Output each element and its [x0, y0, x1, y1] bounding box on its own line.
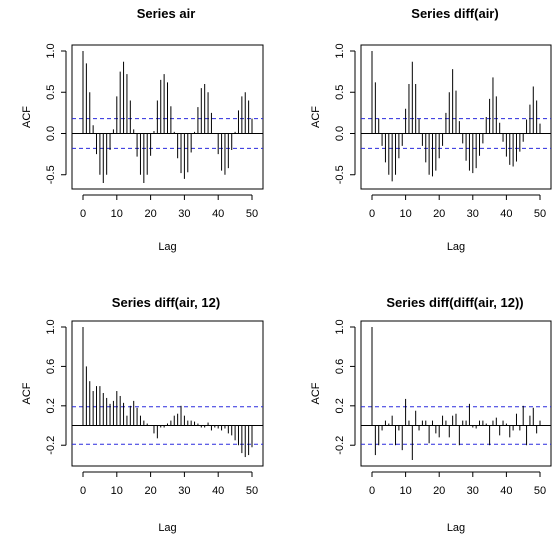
x-tick-label: 30	[178, 208, 190, 220]
x-tick-label: 30	[467, 208, 479, 220]
y-tick-label: 1.0	[334, 43, 346, 58]
x-tick-label: 0	[80, 208, 86, 220]
x-axis-label: Lag	[158, 241, 176, 253]
x-tick-label: 0	[369, 485, 375, 497]
chart-title: Series diff(air)	[411, 6, 498, 21]
y-tick-label: -0.5	[45, 165, 57, 184]
y-tick-label: 0.2	[334, 398, 346, 413]
y-axis-label: ACF	[21, 382, 33, 404]
plot-frame	[71, 44, 264, 190]
x-tick-label: 0	[80, 485, 86, 497]
acf-panel-3: Series diff(air, 12) 0 10 20 30 40 50 -0.2 0.2 0.…	[21, 295, 264, 534]
x-tick-label: 50	[246, 208, 258, 220]
x-tick-label: 10	[111, 485, 123, 497]
x-tick-label: 30	[467, 485, 479, 497]
x-tick-label: 10	[399, 208, 411, 220]
y-tick-label: 0.5	[45, 85, 57, 100]
x-tick-label: 50	[246, 485, 258, 497]
plot-frame	[360, 44, 552, 190]
acf-panel-1: Series air 0 10 20 30 40 50 -0.5 0.0 0.5 1.0 Lag ACF	[21, 6, 264, 253]
y-axis-label: ACF	[21, 106, 33, 128]
x-tick-label: 50	[534, 485, 546, 497]
chart-title: Series air	[137, 6, 196, 21]
y-tick-label: 0.2	[45, 398, 57, 413]
y-tick-label: 0.6	[334, 359, 346, 374]
x-tick-label: 20	[144, 208, 156, 220]
chart-title: Series diff(air, 12)	[112, 295, 220, 310]
x-axis-label: Lag	[447, 522, 465, 534]
y-tick-label: -0.2	[45, 436, 57, 455]
x-tick-label: 20	[433, 208, 445, 220]
x-tick-label: 30	[178, 485, 190, 497]
x-tick-label: 40	[212, 208, 224, 220]
y-tick-label: 0.0	[45, 126, 57, 141]
y-tick-label: 1.0	[334, 319, 346, 334]
y-axis-label: ACF	[310, 106, 322, 128]
x-tick-label: 40	[212, 485, 224, 497]
x-tick-label: 10	[111, 208, 123, 220]
y-tick-label: 1.0	[45, 43, 57, 58]
x-tick-label: 0	[369, 208, 375, 220]
acf-panel-2: Series diff(air) 0 10 20 30 40 50 -0.5 0.0 0.5 1.0…	[310, 6, 552, 253]
y-tick-label: -0.5	[334, 165, 346, 184]
acf-panel-4: Series diff(diff(air, 12)) 0 10 20 30 40 50 -0.…	[310, 295, 552, 534]
y-tick-label: 0.6	[45, 359, 57, 374]
x-axis-label: Lag	[447, 241, 465, 253]
chart-title: Series diff(diff(air, 12))	[386, 295, 523, 310]
y-axis-label: ACF	[310, 382, 322, 404]
x-tick-label: 10	[399, 485, 411, 497]
x-axis-label: Lag	[158, 522, 176, 534]
plot-frame	[71, 320, 264, 467]
x-tick-label: 40	[500, 208, 512, 220]
x-tick-label: 50	[534, 208, 546, 220]
x-tick-label: 20	[144, 485, 156, 497]
plot-frame	[360, 320, 552, 467]
y-tick-label: 0.0	[334, 126, 346, 141]
x-tick-label: 20	[433, 485, 445, 497]
y-tick-label: 1.0	[45, 319, 57, 334]
x-tick-label: 40	[500, 485, 512, 497]
y-tick-label: -0.2	[334, 436, 346, 455]
y-tick-label: 0.5	[334, 85, 346, 100]
